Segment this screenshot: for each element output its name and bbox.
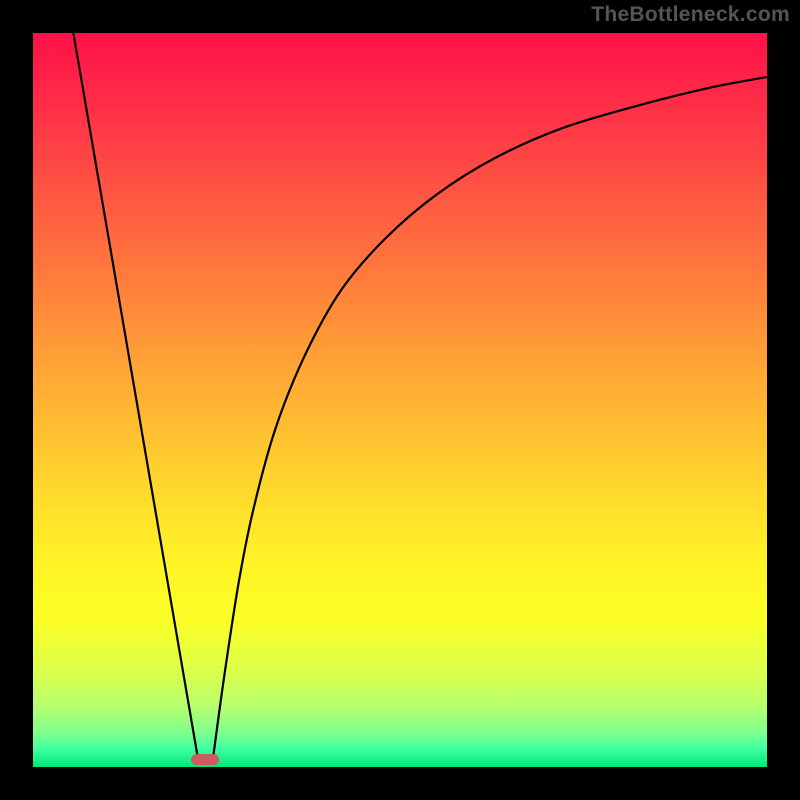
plot-area: [33, 33, 767, 767]
curve-right-segment: [213, 77, 767, 760]
watermark-text: TheBottleneck.com: [591, 3, 790, 27]
optimal-point-marker: [192, 754, 220, 766]
bottleneck-curve: [33, 33, 767, 767]
curve-left-segment: [73, 33, 198, 760]
